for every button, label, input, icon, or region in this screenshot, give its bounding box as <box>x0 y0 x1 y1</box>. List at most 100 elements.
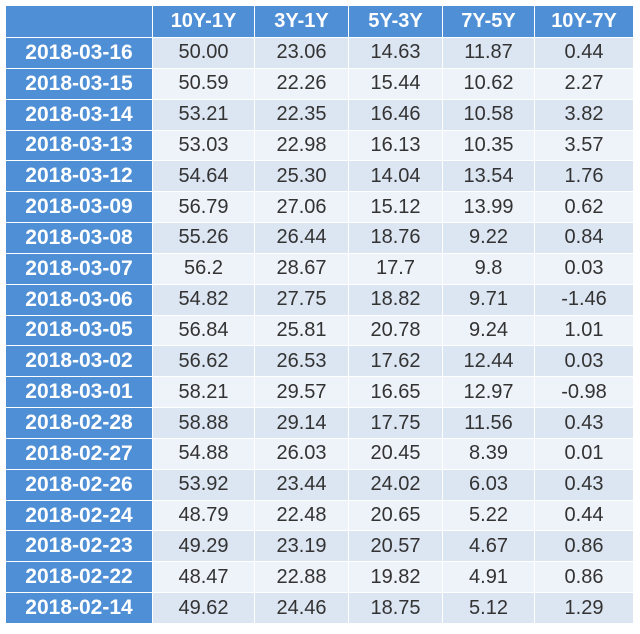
table-cell: 9.71 <box>443 284 535 316</box>
table-cell: 49.29 <box>153 531 255 563</box>
table-cell: 1.01 <box>535 315 634 347</box>
table-cell: 1.76 <box>535 161 634 193</box>
row-date: 2018-03-02 <box>6 346 153 378</box>
row-date: 2018-02-26 <box>6 469 153 501</box>
table-cell: 54.64 <box>153 161 255 193</box>
table-cell: 9.8 <box>443 253 535 285</box>
table-cell: 22.26 <box>255 68 349 100</box>
row-date: 2018-03-12 <box>6 161 153 193</box>
table-cell: 17.75 <box>349 408 443 439</box>
table-cell: 23.19 <box>255 531 349 563</box>
table-cell: 56.62 <box>153 346 255 378</box>
table-cell: 56.84 <box>153 315 255 347</box>
row-date: 2018-03-13 <box>6 130 153 162</box>
table-cell: 0.44 <box>535 38 634 69</box>
row-date: 2018-02-22 <box>6 562 153 594</box>
table-cell: 18.82 <box>349 284 443 316</box>
table-cell: 56.79 <box>153 192 255 224</box>
table-cell: 14.63 <box>349 38 443 69</box>
table-cell: 10.62 <box>443 68 535 100</box>
table-cell: 13.99 <box>443 192 535 224</box>
table-cell: -1.46 <box>535 284 634 316</box>
table-cell: 4.67 <box>443 531 535 563</box>
table-cell: 23.06 <box>255 38 349 69</box>
table-cell: 54.88 <box>153 438 255 470</box>
row-date: 2018-03-06 <box>6 284 153 316</box>
table-cell: 3.57 <box>535 130 634 162</box>
table-cell: 8.39 <box>443 438 535 470</box>
table-cell: 0.86 <box>535 531 634 563</box>
row-date: 2018-03-01 <box>6 377 153 409</box>
table-cell: 29.57 <box>255 377 349 409</box>
row-date: 2018-03-08 <box>6 223 153 254</box>
table-cell: 49.62 <box>153 593 255 624</box>
row-date: 2018-02-28 <box>6 408 153 439</box>
table-cell: 0.43 <box>535 469 634 501</box>
table-cell: 27.06 <box>255 192 349 224</box>
table-cell: 16.13 <box>349 130 443 162</box>
table-cell: 12.97 <box>443 377 535 409</box>
table-cell: 18.75 <box>349 593 443 624</box>
table-cell: 19.82 <box>349 562 443 594</box>
table-cell: 23.44 <box>255 469 349 501</box>
row-date: 2018-03-16 <box>6 38 153 69</box>
table-cell: 18.76 <box>349 223 443 254</box>
table-cell: 53.92 <box>153 469 255 501</box>
table-cell: 58.21 <box>153 377 255 409</box>
table-cell: 0.44 <box>535 500 634 532</box>
table-cell: 5.12 <box>443 593 535 624</box>
column-header: 5Y-3Y <box>349 6 443 38</box>
table-cell: 17.7 <box>349 253 443 285</box>
table-cell: 48.79 <box>153 500 255 532</box>
table-cell: 9.22 <box>443 223 535 254</box>
table-cell: 24.02 <box>349 469 443 501</box>
corner-cell <box>6 6 153 38</box>
row-date: 2018-02-23 <box>6 531 153 563</box>
table-cell: 20.45 <box>349 438 443 470</box>
table-cell: 56.2 <box>153 253 255 285</box>
table-cell: 58.88 <box>153 408 255 439</box>
table-cell: 10.35 <box>443 130 535 162</box>
table-cell: -0.98 <box>535 377 634 409</box>
table-cell: 0.86 <box>535 562 634 594</box>
table-cell: 15.12 <box>349 192 443 224</box>
table-cell: 27.75 <box>255 284 349 316</box>
table-cell: 50.59 <box>153 68 255 100</box>
table-cell: 20.57 <box>349 531 443 563</box>
table-cell: 26.53 <box>255 346 349 378</box>
row-date: 2018-02-14 <box>6 593 153 624</box>
table-cell: 25.81 <box>255 315 349 347</box>
table-cell: 12.44 <box>443 346 535 378</box>
table-cell: 54.82 <box>153 284 255 316</box>
table-cell: 4.91 <box>443 562 535 594</box>
table-cell: 1.29 <box>535 593 634 624</box>
table-cell: 16.46 <box>349 99 443 131</box>
table-cell: 0.43 <box>535 408 634 439</box>
row-date: 2018-03-07 <box>6 253 153 285</box>
table-cell: 6.03 <box>443 469 535 501</box>
table-cell: 9.24 <box>443 315 535 347</box>
table-cell: 17.62 <box>349 346 443 378</box>
table-cell: 25.30 <box>255 161 349 193</box>
table-cell: 15.44 <box>349 68 443 100</box>
row-date: 2018-03-09 <box>6 192 153 224</box>
table-cell: 0.03 <box>535 253 634 285</box>
table-cell: 53.21 <box>153 99 255 131</box>
table-cell: 26.44 <box>255 223 349 254</box>
column-header: 7Y-5Y <box>443 6 535 38</box>
table-cell: 28.67 <box>255 253 349 285</box>
table-cell: 20.78 <box>349 315 443 347</box>
table-cell: 0.84 <box>535 223 634 254</box>
table-cell: 11.87 <box>443 38 535 69</box>
table-cell: 50.00 <box>153 38 255 69</box>
table-cell: 0.03 <box>535 346 634 378</box>
table-cell: 3.82 <box>535 99 634 131</box>
table-cell: 55.26 <box>153 223 255 254</box>
column-header: 10Y-1Y <box>153 6 255 38</box>
table-cell: 20.65 <box>349 500 443 532</box>
table-cell: 13.54 <box>443 161 535 193</box>
table-cell: 22.35 <box>255 99 349 131</box>
table-cell: 53.03 <box>153 130 255 162</box>
table-cell: 14.04 <box>349 161 443 193</box>
